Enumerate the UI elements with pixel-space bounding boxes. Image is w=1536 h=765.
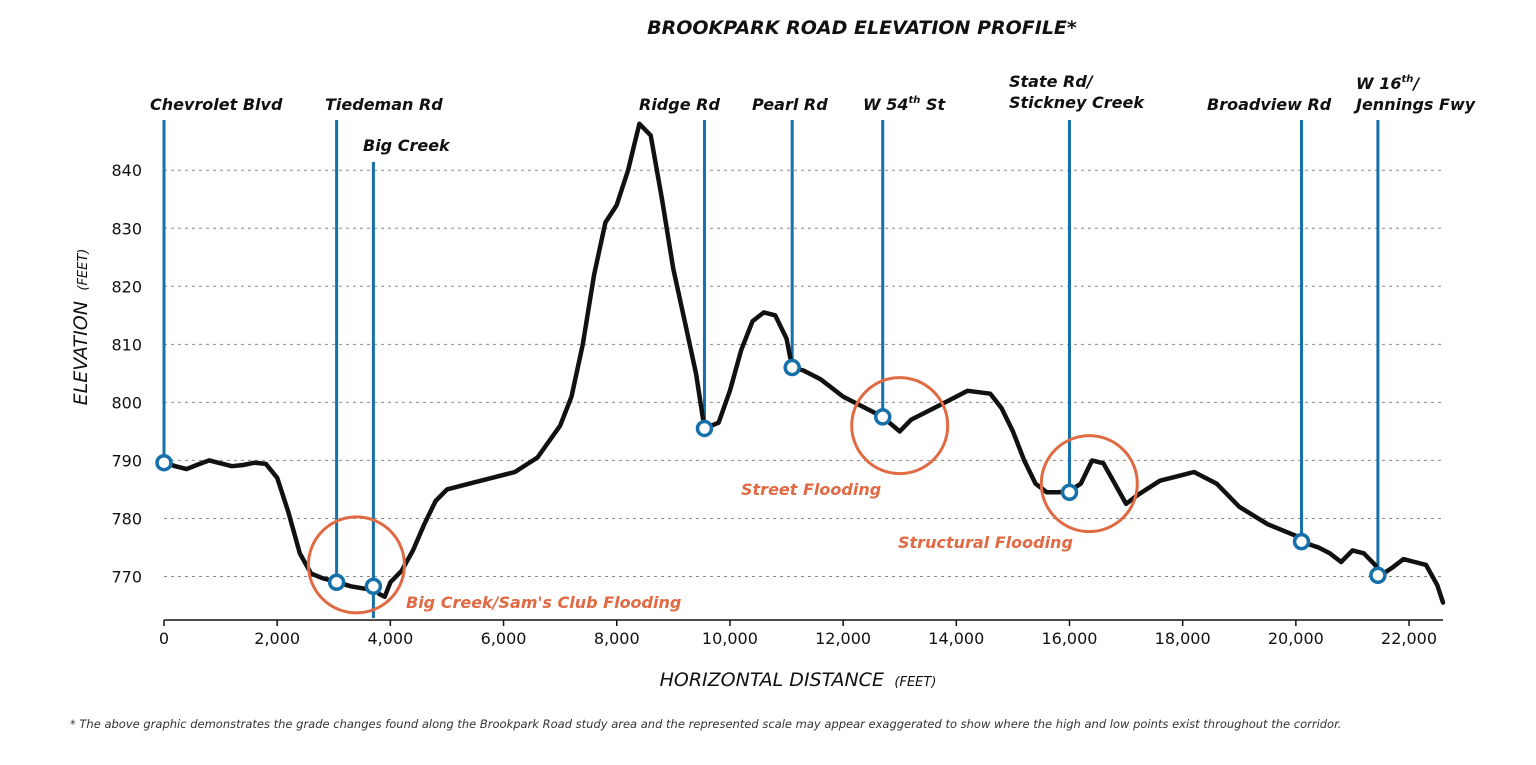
w16-suffix: / (1411, 74, 1420, 93)
svg-text:ELEVATION (FEET): ELEVATION (FEET) (70, 249, 92, 406)
flood-label-structural: Structural Flooding (898, 533, 1073, 552)
x-tick-label-16000: 16,000 (1041, 629, 1097, 648)
y-tick-label-770: 770 (111, 567, 142, 586)
x-tick-label-0: 0 (159, 629, 169, 648)
w16-main: W 16 (1356, 74, 1401, 93)
x-tick-label-8000: 8,000 (594, 629, 640, 648)
y-tick-label-800: 800 (111, 393, 142, 412)
flood-label-big-creek: Big Creek/Sam's Club Flooding (406, 593, 681, 612)
road-marker-point-0 (155, 453, 173, 472)
x-axis-title: HORIZONTAL DISTANCE (FEET) (660, 669, 937, 691)
road-label-jennings-fwy: Jennings Fwy (1353, 95, 1476, 114)
w54-main: W 54 (863, 95, 908, 114)
footnote: * The above graphic demonstrates the gra… (70, 717, 1342, 731)
road-label-pearl-rd: Pearl Rd (752, 95, 828, 114)
road-label-tiedeman-rd: Tiedeman Rd (325, 95, 443, 114)
flood-zone-circle-2 (1039, 434, 1139, 534)
y-tick-label-810: 810 (111, 335, 142, 354)
svg-text:HORIZONTAL DISTANCE (FEE: HORIZONTAL DISTANCE (FEET) (660, 669, 937, 691)
w54-superscript: th (908, 95, 920, 106)
flood-zone-circles (306, 376, 1139, 615)
road-label-ridge-rd: Ridge Rd (639, 95, 720, 114)
y-tick-labels: 770 780 790 800 810 820 830 840 (111, 161, 142, 586)
chart-title: BROOKPARK ROAD ELEVATION PROFILE* (647, 17, 1077, 39)
flood-zone-circle-0 (306, 515, 406, 615)
y-axis-title: ELEVATION (FEET) (70, 249, 92, 406)
x-tick-label-12000: 12,000 (815, 629, 871, 648)
road-marker-point-2 (364, 577, 383, 596)
x-tick-label-6000: 6,000 (481, 629, 527, 648)
road-label-broadview-rd: Broadview Rd (1207, 95, 1332, 114)
road-marker-point-1 (327, 573, 346, 592)
elevation-profile-line (161, 121, 1446, 605)
road-label-stickney-creek: Stickney Creek (1009, 93, 1145, 112)
road-marker-point-4 (783, 358, 801, 377)
y-tick-label-780: 780 (111, 509, 142, 528)
road-label-state-rd: State Rd/ (1009, 72, 1094, 91)
road-label-w-16th: W 16th/ (1356, 74, 1420, 93)
road-marker-point-6 (1060, 483, 1079, 502)
w54-suffix: St (920, 95, 946, 114)
y-axis-unit: (FEET) (76, 249, 91, 291)
road-marker-point-8 (1369, 566, 1387, 585)
w16-superscript: th (1401, 74, 1413, 85)
road-marker-points (155, 358, 1387, 596)
y-tick-label-840: 840 (111, 161, 142, 180)
x-tick-label-14000: 14,000 (928, 629, 984, 648)
road-label-big-creek: Big Creek (363, 136, 451, 155)
y-tick-label-790: 790 (111, 451, 142, 470)
x-axis-label: HORIZONTAL DISTANCE (660, 669, 884, 691)
x-axis-unit: (FEET) (894, 675, 936, 690)
y-tick-label-820: 820 (111, 277, 142, 296)
road-marker-point-5 (873, 408, 892, 426)
y-tick-label-830: 830 (111, 219, 142, 238)
x-tick-label-22000: 22,000 (1381, 629, 1437, 648)
road-marker-point-7 (1292, 532, 1311, 551)
x-axis: 0 2,000 4,000 6,000 8,000 10,000 12,000 14,000 1… (159, 619, 1443, 648)
x-tick-label-18000: 18,000 (1155, 629, 1211, 648)
road-marker-point-3 (695, 419, 714, 438)
grid-lines (164, 169, 1443, 577)
x-tick-label-4000: 4,000 (367, 629, 413, 648)
road-label-chevrolet-blvd: Chevrolet Blvd (150, 95, 283, 114)
x-tick-label-10000: 10,000 (702, 629, 758, 648)
x-tick-label-2000: 2,000 (254, 629, 300, 648)
road-label-w-54th-st: W 54th St (863, 95, 946, 114)
y-axis-label: ELEVATION (70, 301, 92, 405)
flood-label-street: Street Flooding (741, 480, 881, 499)
x-tick-label-20000: 20,000 (1268, 629, 1324, 648)
flood-zone-circle-1 (850, 376, 950, 476)
road-marker-lines (162, 120, 1380, 618)
